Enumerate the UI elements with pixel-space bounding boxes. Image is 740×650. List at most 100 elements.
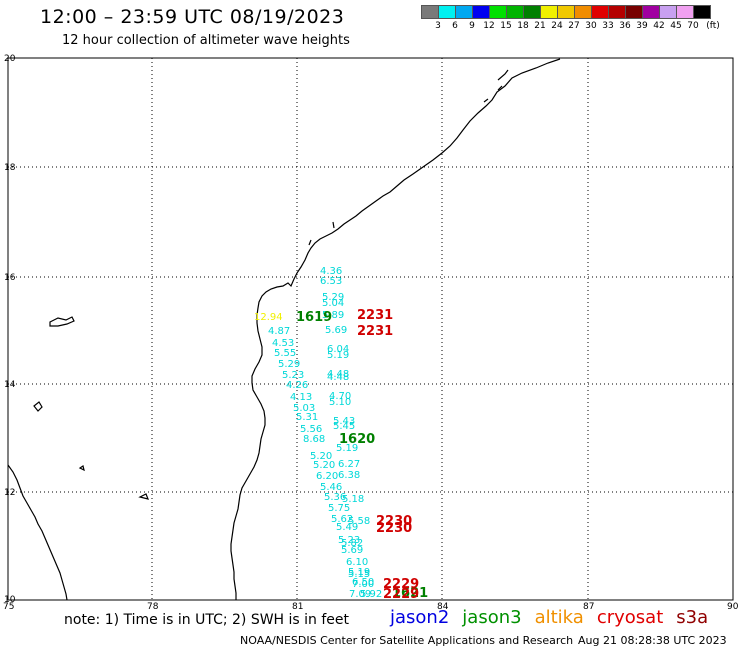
map-frame	[7, 57, 734, 601]
wave-height-label: 5.69	[341, 545, 363, 556]
footnote: note: 1) Time is in UTC; 2) SWH is in fe…	[64, 612, 350, 628]
pass-time-label: 2229	[383, 587, 419, 602]
wave-height-label: 5.62	[331, 514, 353, 525]
legend-label: 18	[517, 21, 529, 31]
wave-height-label: 6.10	[346, 557, 368, 568]
x-label-81: 81	[292, 602, 303, 612]
y-axis-labels: 20 18 16 14 12 10	[4, 54, 16, 605]
credit-line: NOAA/NESDIS Center for Satellite Applica…	[240, 634, 574, 647]
wave-height-label: 4.13	[290, 392, 312, 403]
wave-height-label: 5.03	[293, 403, 315, 414]
wave-height-label: 5.29	[322, 292, 344, 303]
wave-height-label: 7.00	[352, 579, 374, 590]
pass-time-label: 1620	[339, 432, 375, 447]
coastline	[7, 58, 561, 601]
wave-height-label: 5.31	[296, 412, 318, 423]
y-label-10: 10	[4, 595, 16, 605]
wave-height-label: 4.87	[268, 326, 290, 337]
legend-label: 33	[602, 21, 614, 31]
y-label-12: 12	[4, 488, 15, 498]
satellite-cryosat: cryosat	[596, 607, 664, 628]
satellite-s3a: s3a	[676, 607, 709, 628]
wave-height-label: 6.20	[316, 471, 338, 482]
legend-label: 39	[636, 21, 648, 31]
wave-height-label: 5.20	[313, 460, 335, 471]
wave-height-label: 5.23	[282, 370, 304, 381]
wave-height-label: 5.04	[322, 298, 344, 309]
legend-label: 70	[687, 21, 699, 31]
legend-swatch	[693, 5, 711, 19]
wave-height-label: 5.49	[336, 522, 358, 533]
satellite-jason2: jason2	[390, 607, 450, 628]
legend-label: 3	[435, 21, 441, 31]
generated-timestamp: Aug 21 08:28:38 UTC 2023	[578, 634, 727, 647]
wave-height-label: 5.15	[348, 569, 370, 580]
wave-height-label: 4.48	[327, 372, 349, 383]
legend-swatches	[421, 5, 711, 19]
pass-time-label: 2230	[376, 514, 412, 529]
y-label-18: 18	[4, 163, 16, 173]
page-title: 12:00 – 23:59 UTC 08/19/2023	[40, 6, 345, 28]
wave-height-label: 5.19	[336, 443, 358, 454]
legend-label: 21	[534, 21, 546, 31]
pass-time-label: 2231	[357, 324, 393, 339]
legend-unit: (ft)	[706, 21, 720, 31]
wave-height-label: 5.29	[278, 359, 300, 370]
wave-height-label: 5.18	[342, 494, 364, 505]
satellite-jason3: jason3	[462, 607, 522, 628]
y-label-20: 20	[4, 54, 16, 64]
wave-height-labels: 4.366.535.295.045.895.694.874.535.555.29…	[254, 266, 428, 602]
wave-height-label: 6.50	[352, 577, 374, 588]
pass-time-label: 2229	[383, 577, 419, 592]
wave-height-label: 5.75	[328, 503, 350, 514]
x-label-75: 75	[3, 602, 14, 612]
legend-label: 36	[619, 21, 631, 31]
legend-label: 27	[568, 21, 580, 31]
legend-label: 6	[452, 21, 458, 31]
wave-height-label: 5.92	[360, 589, 382, 600]
wave-height-label: 5.45	[333, 421, 355, 432]
wave-height-label: 6.53	[320, 276, 342, 287]
legend-label: 12	[483, 21, 495, 31]
wave-height-label: 5.20	[310, 451, 332, 462]
x-label-90: 90	[727, 602, 739, 612]
wave-height-label: 4.36	[320, 266, 342, 277]
satellite-altika: altika	[534, 607, 584, 628]
x-axis-labels: 75 78 81 84 87 90	[3, 602, 739, 612]
wave-height-label: 4.26	[286, 380, 308, 391]
wave-height-label: 5.55	[274, 348, 296, 359]
wave-height-label: 12.94	[254, 312, 283, 323]
legend-label: 42	[653, 21, 665, 31]
wave-height-label: 8.68	[303, 434, 325, 445]
pass-time-label: 1621	[392, 586, 428, 601]
wave-height-label: 5.23	[338, 535, 360, 546]
wave-height-label: 5.19	[327, 350, 349, 361]
gridlines	[8, 58, 733, 600]
wave-height-label: 5.58	[348, 516, 370, 527]
wave-height-label: 5.46	[320, 482, 342, 493]
color-legend: (ft) 3 6 9 12 15 18 21 24 27 30 33 36 39 42 45 70	[421, 5, 720, 33]
wave-height-label: 5.19	[348, 567, 370, 578]
x-label-87: 87	[583, 602, 594, 612]
wave-height-label: 5.36	[324, 492, 346, 503]
wave-height-label: 5.82	[341, 538, 363, 549]
y-label-14: 14	[4, 380, 16, 390]
page-subtitle: 12 hour collection of altimeter wave hei…	[62, 33, 350, 48]
y-label-16: 16	[4, 273, 16, 283]
wave-height-label: 4.70	[329, 391, 351, 402]
legend-label: 15	[500, 21, 512, 31]
wave-height-label: 7.09	[349, 589, 371, 600]
wave-height-label: 6.04	[327, 344, 349, 355]
wave-height-label: 4.48	[327, 369, 349, 380]
wave-height-label: 6.38	[338, 470, 360, 481]
wave-height-label: 5.56	[300, 424, 322, 435]
legend-label: 30	[585, 21, 597, 31]
legend-label: 9	[469, 21, 475, 31]
wave-height-label: 5.89	[322, 310, 344, 321]
legend-label: 24	[551, 21, 563, 31]
pass-time-label: 2230	[376, 521, 412, 536]
wave-height-label: 5.69	[325, 325, 347, 336]
legend-label: 45	[670, 21, 682, 31]
